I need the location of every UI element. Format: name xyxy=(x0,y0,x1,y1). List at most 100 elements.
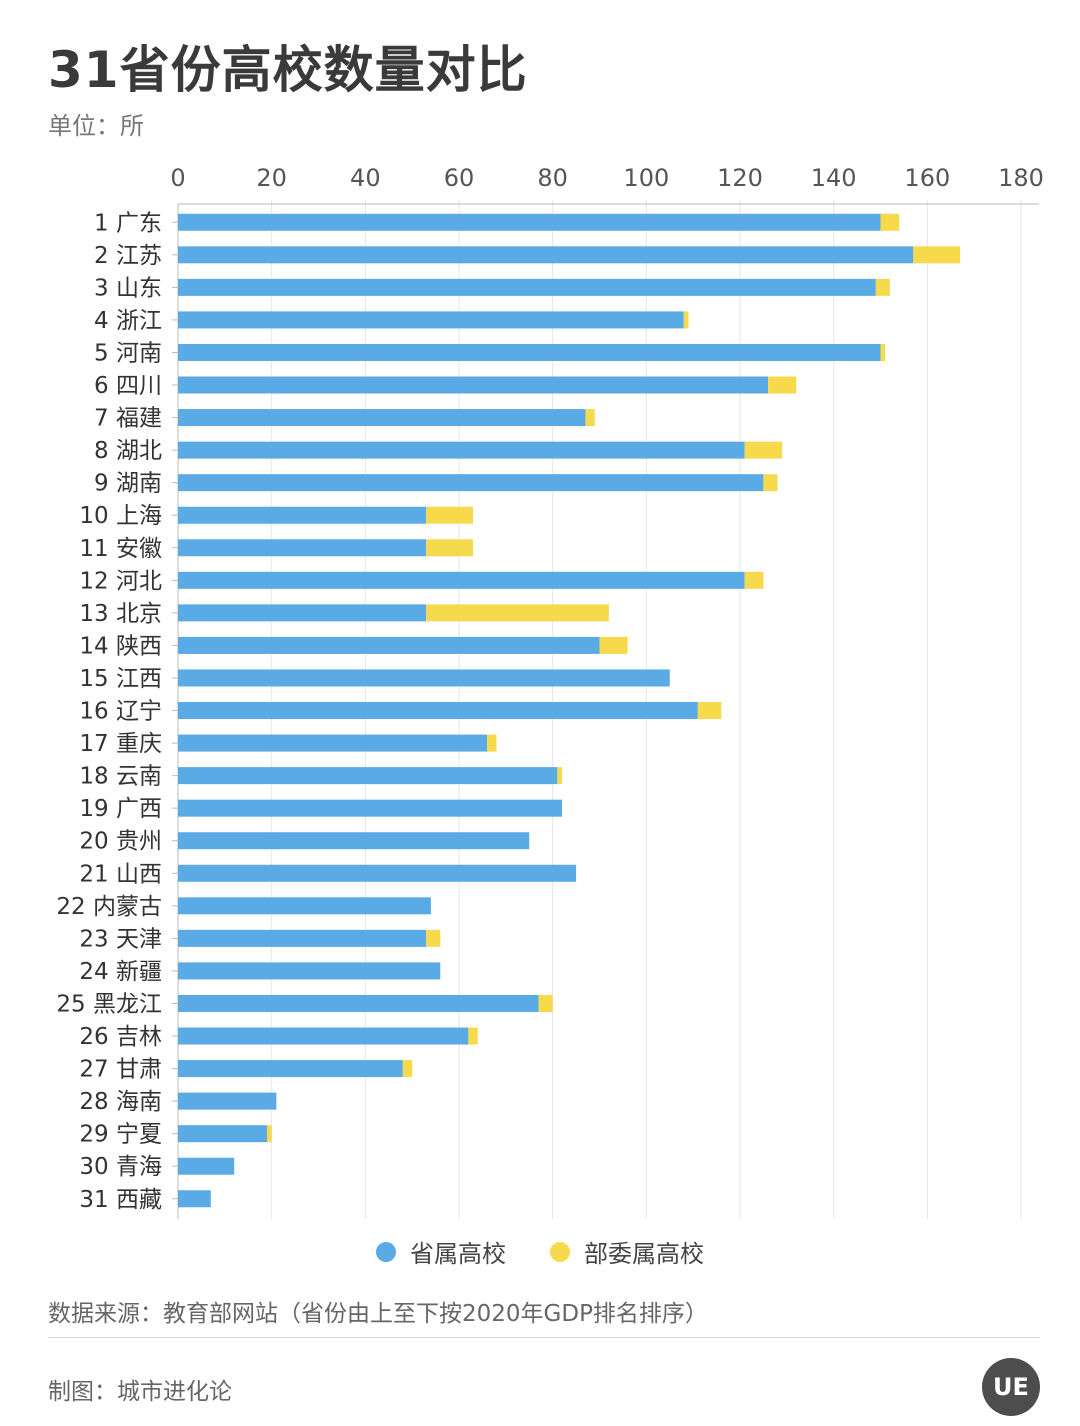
bar-provincial xyxy=(178,799,563,817)
bar-provincial xyxy=(178,1125,267,1143)
category-label: 20 贵州 xyxy=(79,829,162,855)
category-label: 24 新疆 xyxy=(79,959,162,985)
bar-provincial xyxy=(178,1157,235,1175)
bar-provincial xyxy=(178,246,914,264)
category-label: 15 江西 xyxy=(79,666,162,692)
bar-provincial xyxy=(178,636,600,654)
unit-label: 单位：所 xyxy=(48,112,144,140)
bar-provincial xyxy=(178,571,745,589)
x-tick-label: 40 xyxy=(350,164,381,192)
bar-provincial xyxy=(178,213,881,231)
bar-ministry xyxy=(880,213,900,231)
x-tick-label: 80 xyxy=(537,164,568,192)
bar-provincial xyxy=(178,604,427,622)
category-label: 23 天津 xyxy=(79,926,162,952)
legend-label-provincial: 省属高校 xyxy=(410,1240,506,1268)
bar-ministry xyxy=(426,929,441,947)
category-label: 25 黑龙江 xyxy=(56,991,162,1017)
bar-provincial xyxy=(178,669,670,687)
bar-provincial xyxy=(178,278,876,296)
legend: 省属高校 部委属高校 xyxy=(0,1234,1080,1269)
bar-ministry xyxy=(468,1027,478,1045)
bar-provincial xyxy=(178,506,427,524)
category-label: 18 云南 xyxy=(79,764,162,790)
category-label: 22 内蒙古 xyxy=(56,894,162,920)
x-tick-label: 120 xyxy=(717,164,763,192)
bar-provincial xyxy=(178,897,431,915)
chart-credit: 制图：城市进化论 xyxy=(48,1379,232,1405)
category-label: 16 辽宁 xyxy=(79,699,162,725)
bar-provincial xyxy=(178,441,745,459)
category-label: 4 浙江 xyxy=(94,308,162,334)
category-label: 28 海南 xyxy=(79,1089,162,1115)
category-label: 29 宁夏 xyxy=(79,1122,162,1148)
category-label: 7 福建 xyxy=(94,406,162,432)
category-label: 8 湖北 xyxy=(94,438,162,464)
x-tick-label: 100 xyxy=(623,164,669,192)
bar-provincial xyxy=(178,311,684,329)
legend-label-ministry: 部委属高校 xyxy=(584,1240,704,1268)
bar-provincial xyxy=(178,1027,469,1045)
bar-provincial xyxy=(178,832,530,850)
bar-ministry xyxy=(697,702,722,720)
chart-title: 31省份高校数量对比 xyxy=(48,41,528,99)
bar-ministry xyxy=(599,636,628,654)
bar-ministry xyxy=(266,1125,272,1143)
bar-ministry xyxy=(744,441,783,459)
category-label: 30 青海 xyxy=(79,1154,162,1180)
bar-ministry xyxy=(585,409,595,427)
category-label: 31 西藏 xyxy=(79,1187,162,1213)
category-label: 17 重庆 xyxy=(79,731,162,757)
legend-swatch-ministry xyxy=(550,1241,570,1262)
bar-ministry xyxy=(426,539,474,557)
category-label: 1 广东 xyxy=(94,210,162,236)
x-tick-label: 60 xyxy=(444,164,475,192)
bar-ministry xyxy=(880,343,886,361)
bar-provincial xyxy=(178,1190,211,1208)
bar-provincial xyxy=(178,734,488,752)
x-tick-label: 180 xyxy=(998,164,1044,192)
bar-ministry xyxy=(683,311,689,329)
category-label: 26 吉林 xyxy=(79,1024,162,1050)
category-label: 13 北京 xyxy=(79,601,162,627)
bar-ministry xyxy=(768,376,797,394)
x-tick-label: 140 xyxy=(811,164,857,192)
x-tick-label: 0 xyxy=(170,164,185,192)
bar-provincial xyxy=(178,474,764,492)
bar-ministry xyxy=(426,604,609,622)
legend-item-ministry: 部委属高校 xyxy=(550,1234,704,1269)
data-source-note: 数据来源：教育部网站（省份由上至下按2020年GDP排名排序） xyxy=(48,1301,708,1327)
bar-provincial xyxy=(178,994,539,1012)
category-label: 14 陕西 xyxy=(79,633,162,659)
bar-provincial xyxy=(178,929,427,947)
category-label: 19 广西 xyxy=(79,796,162,822)
category-label: 12 河北 xyxy=(79,568,162,594)
legend-swatch-provincial xyxy=(376,1241,396,1262)
bar-ministry xyxy=(763,474,778,492)
bar-provincial xyxy=(178,376,769,394)
bar-provincial xyxy=(178,1092,277,1110)
category-label: 5 河南 xyxy=(94,340,162,366)
bar-provincial xyxy=(178,409,586,427)
bar-ministry xyxy=(538,994,553,1012)
bar-ministry xyxy=(426,506,474,524)
category-label: 27 甘肃 xyxy=(79,1057,162,1083)
category-label: 3 山东 xyxy=(94,275,162,301)
bar-provincial xyxy=(178,702,698,720)
x-tick-label: 160 xyxy=(904,164,950,192)
bar-provincial xyxy=(178,1060,403,1078)
x-tick-label: 20 xyxy=(256,164,287,192)
category-label: 9 湖南 xyxy=(94,471,162,497)
category-label: 10 上海 xyxy=(79,503,162,529)
category-label: 2 江苏 xyxy=(94,243,162,269)
bar-ministry xyxy=(744,571,764,589)
bar-provincial xyxy=(178,539,427,557)
footer-divider xyxy=(48,1337,1040,1338)
bar-chart: 0 20 40 60 80 100 120 140 160 180 1 广东 2 江苏 3 山东 4 浙江… xyxy=(56,164,1044,1220)
bar-ministry xyxy=(875,278,890,296)
category-label: 6 四川 xyxy=(94,373,162,399)
category-label: 21 山西 xyxy=(79,861,162,887)
bar-provincial xyxy=(178,767,558,785)
bar-provincial xyxy=(178,343,881,361)
bar-ministry xyxy=(557,767,563,785)
